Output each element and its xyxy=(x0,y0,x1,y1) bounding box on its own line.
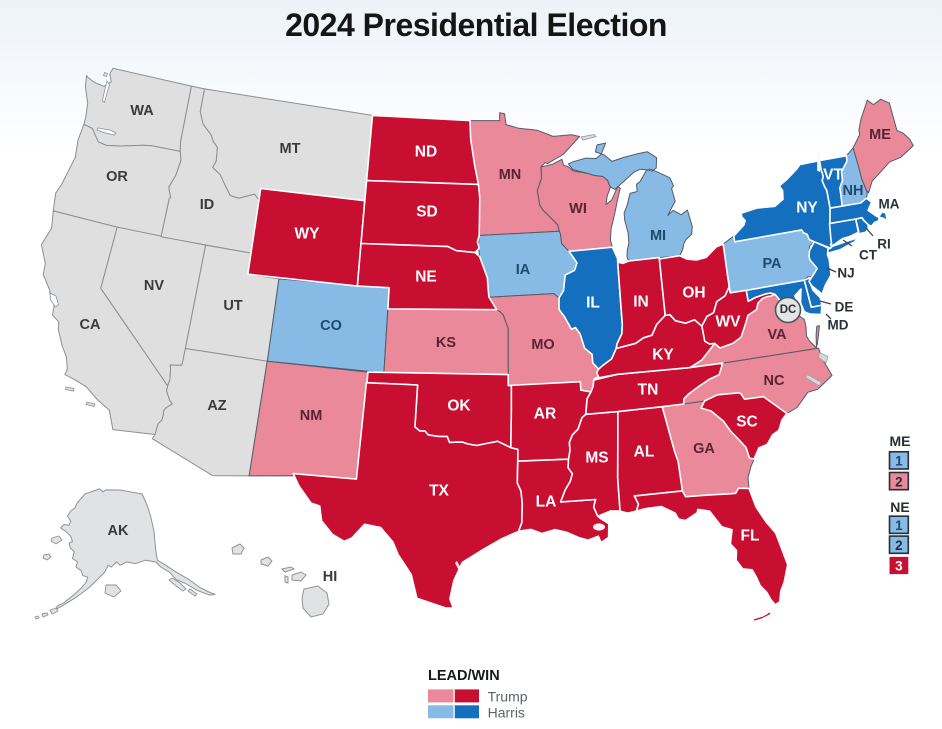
svg-text:NH: NH xyxy=(843,183,864,199)
svg-text:MN: MN xyxy=(499,167,522,183)
svg-text:MO: MO xyxy=(531,337,554,353)
svg-text:NE: NE xyxy=(890,499,909,515)
svg-text:WV: WV xyxy=(716,314,742,331)
svg-text:VT: VT xyxy=(823,167,843,184)
svg-text:IN: IN xyxy=(633,294,649,311)
svg-text:LA: LA xyxy=(536,494,557,511)
svg-text:IA: IA xyxy=(516,262,531,278)
svg-text:VA: VA xyxy=(767,327,787,343)
svg-text:2: 2 xyxy=(895,538,903,553)
svg-text:CO: CO xyxy=(320,318,342,334)
svg-text:WA: WA xyxy=(130,103,154,119)
svg-text:ND: ND xyxy=(415,144,437,161)
svg-text:UT: UT xyxy=(223,298,242,314)
svg-text:TN: TN xyxy=(638,382,659,399)
svg-text:ME: ME xyxy=(869,127,891,143)
svg-text:Harris: Harris xyxy=(488,704,525,720)
svg-text:MT: MT xyxy=(280,141,301,157)
svg-text:ID: ID xyxy=(200,197,215,213)
svg-text:1: 1 xyxy=(895,454,903,469)
svg-text:1: 1 xyxy=(895,518,903,533)
svg-text:SC: SC xyxy=(736,414,758,431)
svg-text:MI: MI xyxy=(650,228,666,244)
svg-text:GA: GA xyxy=(693,441,715,457)
svg-text:WI: WI xyxy=(569,201,587,217)
svg-text:OR: OR xyxy=(106,169,128,185)
svg-text:CA: CA xyxy=(80,317,101,333)
svg-text:NM: NM xyxy=(300,408,323,424)
svg-text:2024 Presidential Election: 2024 Presidential Election xyxy=(285,7,667,43)
svg-text:3: 3 xyxy=(895,559,903,574)
svg-text:PA: PA xyxy=(762,256,782,272)
svg-text:NC: NC xyxy=(764,373,785,389)
svg-text:KS: KS xyxy=(436,335,456,351)
svg-text:RI: RI xyxy=(877,237,891,252)
svg-text:OK: OK xyxy=(447,398,471,415)
svg-text:DC: DC xyxy=(780,304,797,316)
svg-text:FL: FL xyxy=(741,528,760,545)
svg-text:IL: IL xyxy=(586,295,600,312)
svg-text:TX: TX xyxy=(429,483,449,500)
svg-text:Trump: Trump xyxy=(488,689,528,705)
svg-text:NY: NY xyxy=(796,200,818,217)
svg-text:AL: AL xyxy=(634,444,655,461)
svg-text:MS: MS xyxy=(585,450,608,467)
svg-text:ME: ME xyxy=(890,433,911,449)
svg-text:NJ: NJ xyxy=(837,266,854,281)
svg-text:NE: NE xyxy=(415,269,437,286)
svg-text:NV: NV xyxy=(144,278,164,294)
svg-text:MA: MA xyxy=(879,197,900,212)
svg-text:HI: HI xyxy=(323,569,338,585)
svg-text:LEAD/WIN: LEAD/WIN xyxy=(428,668,500,684)
svg-text:AR: AR xyxy=(534,406,556,423)
svg-text:2: 2 xyxy=(895,474,903,489)
svg-text:DE: DE xyxy=(835,300,854,315)
svg-text:SD: SD xyxy=(416,204,438,221)
svg-text:WY: WY xyxy=(295,226,321,243)
svg-text:CT: CT xyxy=(859,248,878,263)
svg-text:MD: MD xyxy=(828,318,849,333)
svg-text:AK: AK xyxy=(108,523,129,539)
svg-text:OH: OH xyxy=(682,285,705,302)
svg-text:KY: KY xyxy=(652,347,674,364)
svg-text:AZ: AZ xyxy=(207,398,226,414)
